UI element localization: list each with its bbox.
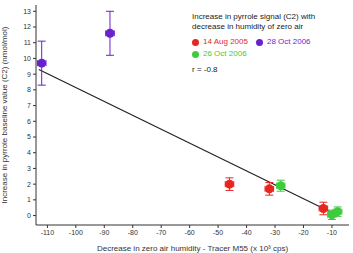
svg-text:-30: -30 bbox=[270, 229, 280, 236]
svg-text:-20: -20 bbox=[298, 229, 308, 236]
svg-text:-10: -10 bbox=[327, 229, 337, 236]
svg-text:-60: -60 bbox=[185, 229, 195, 236]
svg-text:-40: -40 bbox=[242, 229, 252, 236]
svg-text:Increase in pyrrole baseline v: Increase in pyrrole baseline value (C2) … bbox=[8, 26, 9, 203]
svg-text:8: 8 bbox=[27, 86, 31, 93]
svg-text:-50: -50 bbox=[213, 229, 223, 236]
svg-text:7: 7 bbox=[27, 102, 31, 109]
svg-text:12: 12 bbox=[23, 23, 31, 30]
html-text:26 Oct 2006: 26 Oct 2006 bbox=[203, 49, 247, 58]
svg-text:-100: -100 bbox=[69, 229, 83, 236]
svg-text:5: 5 bbox=[27, 133, 31, 140]
svg-text:9: 9 bbox=[27, 71, 31, 78]
svg-text:1: 1 bbox=[27, 196, 31, 203]
svg-text:0: 0 bbox=[27, 212, 31, 219]
svg-text:Decrease in zero air humidity: Decrease in zero air humidity - Tracer M… bbox=[97, 244, 289, 253]
svg-text:-90: -90 bbox=[99, 229, 109, 236]
svg-text:3: 3 bbox=[27, 165, 31, 172]
svg-text:-70: -70 bbox=[156, 229, 166, 236]
html-text:Increase in pyrrole signal (C2: Increase in pyrrole signal (C2) with dec… bbox=[192, 12, 316, 31]
svg-text:4: 4 bbox=[27, 149, 31, 156]
svg-text:2: 2 bbox=[27, 181, 31, 188]
svg-text:-110: -110 bbox=[41, 229, 55, 236]
svg-text:-80: -80 bbox=[128, 229, 138, 236]
html-text:14 Aug 2005: 14 Aug 2005 bbox=[203, 37, 248, 46]
svg-text:13: 13 bbox=[23, 8, 31, 15]
svg-text:6: 6 bbox=[27, 118, 31, 125]
html-text:r = -0.8: r = -0.8 bbox=[192, 65, 218, 74]
svg-text:11: 11 bbox=[24, 39, 31, 46]
html-text:28 Oct 2006: 28 Oct 2006 bbox=[266, 37, 311, 46]
svg-text:10: 10 bbox=[23, 55, 31, 62]
